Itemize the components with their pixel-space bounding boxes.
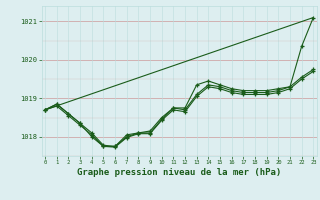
X-axis label: Graphe pression niveau de la mer (hPa): Graphe pression niveau de la mer (hPa) bbox=[77, 168, 281, 177]
